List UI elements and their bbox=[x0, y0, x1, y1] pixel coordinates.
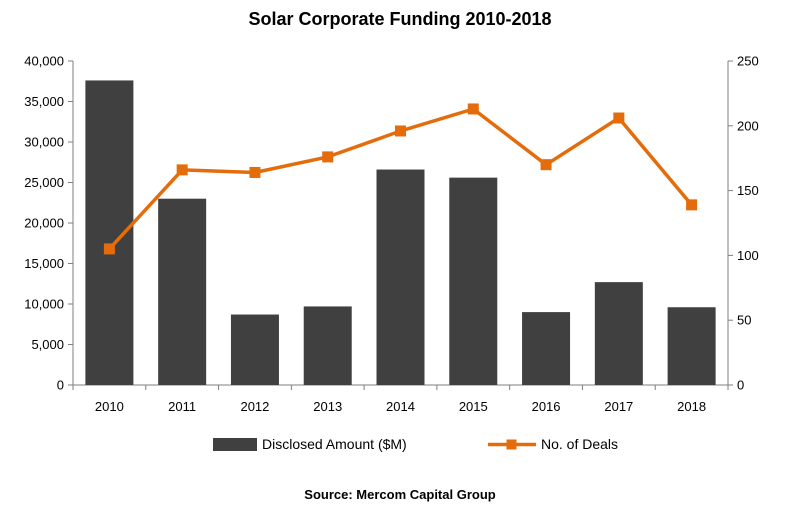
plot-area: 0 5,000 10,000 15,000 20,000 25,000 30,000 35,0… bbox=[24, 54, 758, 415]
deals-point bbox=[395, 125, 406, 137]
bar bbox=[376, 169, 425, 385]
y-left-tick-label: 20,000 bbox=[24, 216, 64, 231]
deals-point bbox=[686, 199, 698, 211]
y-left-tick-label: 5,000 bbox=[31, 337, 64, 352]
bar bbox=[230, 314, 279, 385]
y-left-tick-label: 25,000 bbox=[24, 175, 64, 190]
y-right-tick-label: 150 bbox=[737, 183, 759, 198]
legend-label-disclosed-amount: Disclosed Amount ($M) bbox=[262, 436, 407, 452]
bar bbox=[449, 177, 498, 385]
legend-swatch-disclosed-amount bbox=[213, 438, 257, 451]
y-left-tick-label: 30,000 bbox=[24, 135, 64, 150]
legend-label-deals: No. of Deals bbox=[541, 436, 618, 452]
y-right-tick-label: 50 bbox=[737, 313, 751, 328]
y-right-tick-label: 200 bbox=[737, 118, 759, 133]
bar bbox=[594, 282, 643, 385]
y-right-tick-label: 250 bbox=[737, 54, 759, 69]
deals-point bbox=[467, 103, 479, 115]
y-left-tick-label: 40,000 bbox=[24, 54, 64, 69]
bar bbox=[303, 306, 352, 385]
x-tick-label: 2013 bbox=[313, 399, 342, 414]
chart-title: Solar Corporate Funding 2010-2018 bbox=[248, 9, 551, 29]
deals-point bbox=[176, 164, 188, 176]
x-tick-label: 2014 bbox=[386, 399, 415, 414]
x-tick-label: 2010 bbox=[95, 399, 124, 414]
legend: Disclosed Amount ($M) No. of Deals bbox=[213, 436, 618, 452]
x-tick-label: 2017 bbox=[604, 399, 633, 414]
x-tick-label: 2011 bbox=[168, 399, 196, 414]
y-left-tick-label: 10,000 bbox=[24, 297, 64, 312]
deals-point bbox=[613, 112, 625, 124]
deals-point bbox=[540, 159, 552, 171]
y-right-tick-label: 100 bbox=[737, 248, 759, 263]
y-right-tick-label: 0 bbox=[737, 378, 744, 393]
y-left-tick-label: 35,000 bbox=[24, 94, 64, 109]
deals-point bbox=[103, 243, 115, 255]
y-left-tick-label: 0 bbox=[57, 378, 64, 393]
x-tick-label: 2012 bbox=[240, 399, 269, 414]
deals-point bbox=[249, 166, 261, 178]
bar bbox=[522, 312, 571, 385]
x-tick-label: 2016 bbox=[532, 399, 561, 414]
legend-swatch-deals-marker bbox=[506, 439, 517, 450]
x-tick-label: 2018 bbox=[677, 399, 706, 414]
deals-point bbox=[322, 151, 334, 163]
x-tick-label: 2015 bbox=[459, 399, 488, 414]
chart-source: Source: Mercom Capital Group bbox=[304, 487, 495, 502]
bar bbox=[158, 198, 207, 385]
bar bbox=[667, 307, 716, 385]
y-left-tick-label: 15,000 bbox=[24, 256, 64, 271]
